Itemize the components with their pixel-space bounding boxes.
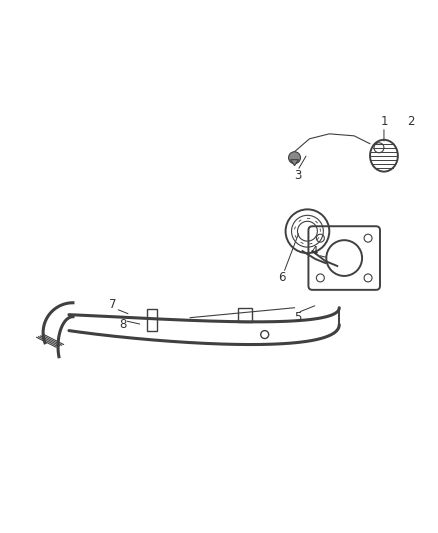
- Text: 3: 3: [293, 169, 300, 182]
- Polygon shape: [290, 160, 298, 166]
- Text: 5: 5: [293, 311, 300, 324]
- Text: 4: 4: [310, 245, 318, 257]
- Text: 2: 2: [406, 116, 413, 128]
- Text: 8: 8: [119, 318, 126, 331]
- Text: 7: 7: [109, 298, 116, 311]
- Text: 6: 6: [277, 271, 285, 285]
- Text: 1: 1: [379, 116, 387, 128]
- Circle shape: [288, 152, 300, 164]
